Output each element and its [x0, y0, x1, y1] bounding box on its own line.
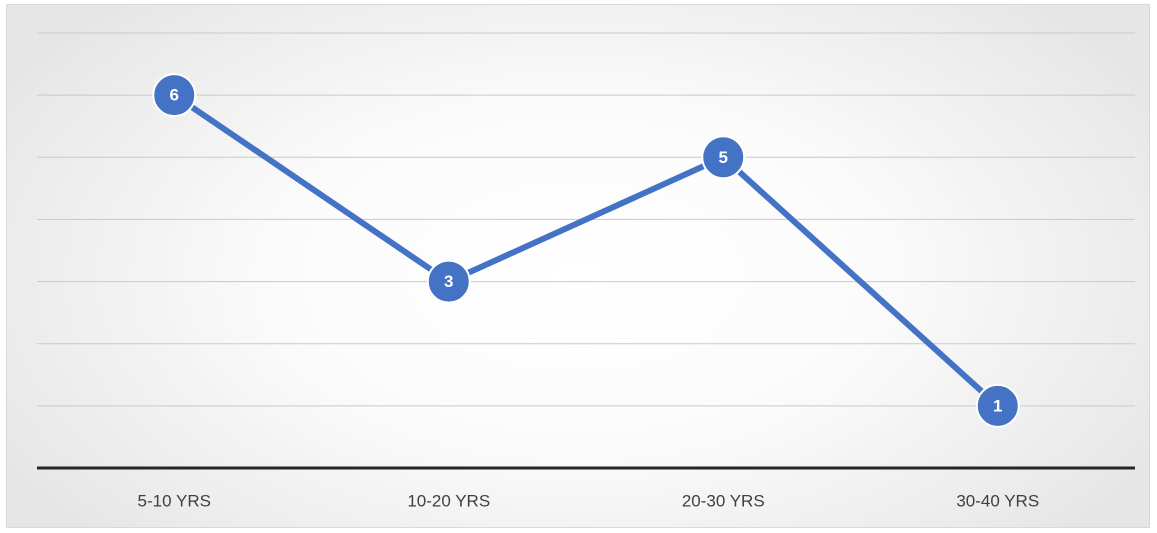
x-axis-ticks: 5-10 YRS 10-20 YRS 20-30 YRS 30-40 YRS	[138, 492, 1040, 511]
data-label: 3	[444, 272, 453, 291]
data-label: 6	[170, 86, 179, 105]
series-layer: 6 3 5 1	[152, 73, 1020, 428]
series-line	[171, 92, 1001, 409]
x-tick-label: 10-20 YRS	[407, 492, 490, 511]
x-tick-label: 5-10 YRS	[138, 492, 211, 511]
data-point-marker	[152, 73, 197, 118]
data-label: 1	[993, 396, 1002, 415]
data-label: 5	[719, 148, 728, 167]
x-tick-label: 30-40 YRS	[956, 492, 1039, 511]
data-point-marker	[426, 259, 471, 304]
data-point-marker	[975, 383, 1020, 428]
chart-area: 6 3 5 1 5-10 YRS 10-20 YRS 20-30 YRS 30-40 YRS	[6, 4, 1150, 528]
x-tick-label: 20-30 YRS	[682, 492, 765, 511]
line-chart: 6 3 5 1 5-10 YRS 10-20 YRS 20-30 YRS 30-40 YRS	[37, 32, 1135, 511]
data-point-marker	[701, 135, 746, 180]
gridlines	[37, 32, 1135, 407]
